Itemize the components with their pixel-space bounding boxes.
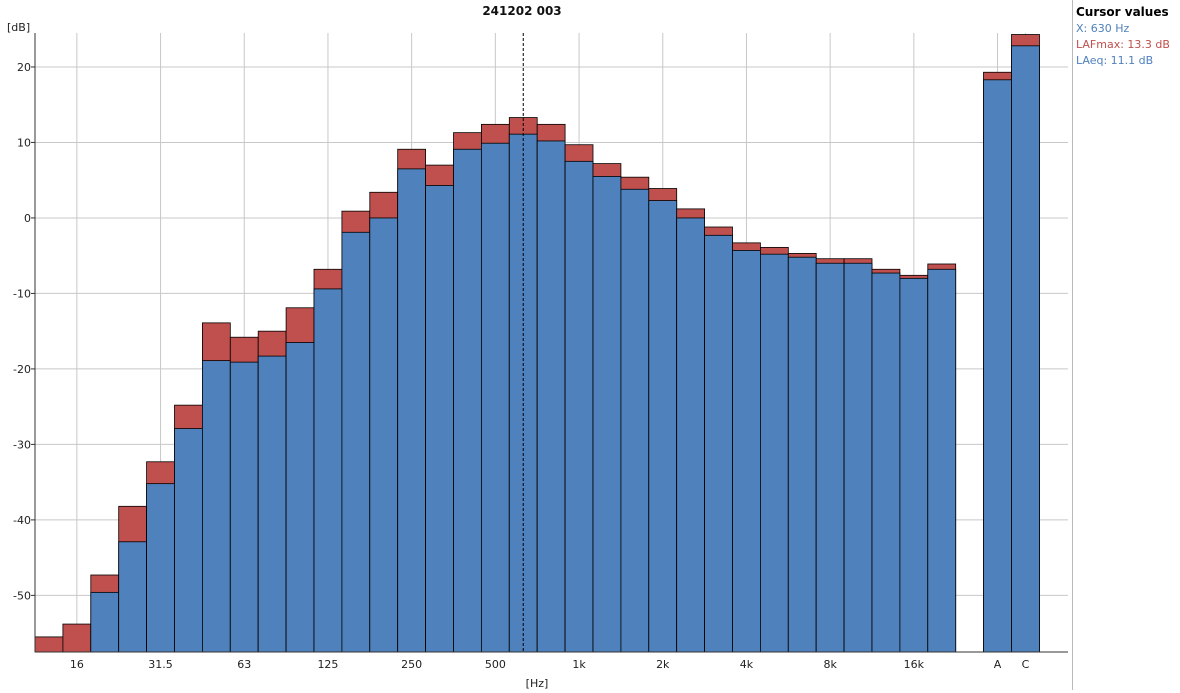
bar-laeq (815, 262, 845, 653)
cursor-values-title: Cursor values (1076, 5, 1169, 19)
bar-laeq (843, 262, 873, 653)
bar-laeq (536, 140, 566, 653)
y-tick-label: -30 (13, 438, 31, 451)
y-axis-label: [dB] (7, 21, 30, 34)
x-tick-label: 8k (823, 658, 837, 671)
x-tick-label: 16 (70, 658, 84, 671)
bar-laeq (257, 355, 287, 653)
bar-laeq (313, 288, 343, 653)
y-tick-label: 20 (17, 61, 31, 74)
bars (34, 34, 1040, 653)
x-tick-label: 125 (317, 658, 338, 671)
bar-laeq (201, 360, 231, 653)
x-tick-label: 63 (237, 658, 251, 671)
y-tick-label: -10 (13, 287, 31, 300)
y-tick-label: -40 (13, 514, 31, 527)
bar-laeq (927, 268, 957, 653)
bar-lafmax (62, 623, 92, 653)
tick-labels: 20 10 0 -10 -20 -30 -40 -50 16 31.5 63 125 250 500 1k 2… (13, 61, 1030, 671)
bar-laeq (480, 142, 510, 653)
cursor-laeq-value: LAeq: 11.1 dB (1076, 54, 1154, 67)
bar-laeq (620, 188, 650, 653)
bar-laeq (983, 79, 1012, 653)
bar-laeq (1011, 45, 1040, 653)
x-tick-label: 31.5 (148, 658, 173, 671)
x-tick-label: 4k (740, 658, 754, 671)
y-tick-label: 10 (17, 136, 31, 149)
bar-laeq (174, 428, 203, 653)
bar-laeq (732, 250, 761, 653)
x-tick-label: 2k (656, 658, 670, 671)
bar-laeq (285, 342, 315, 653)
bar-laeq (369, 217, 399, 653)
bar-laeq (118, 541, 147, 653)
bar-laeq (787, 256, 817, 653)
bar-laeq (397, 168, 427, 653)
cursor-lafmax-value: LAFmax: 13.3 dB (1076, 38, 1170, 51)
y-tick-label: -50 (13, 589, 31, 602)
chart-title: 241202 003 (482, 4, 561, 18)
y-tick-label: 0 (24, 212, 31, 225)
y-tick-label: -20 (13, 363, 31, 376)
bar-lafmax (34, 636, 64, 653)
x-tick-label: 16k (904, 658, 925, 671)
x-tick-label: A (994, 658, 1002, 671)
cursor-values-panel: Cursor values X: 630 Hz LAFmax: 13.3 dB … (1072, 0, 1180, 690)
x-tick-label: 500 (485, 658, 506, 671)
bar-laeq (229, 361, 259, 653)
bar-laeq (871, 272, 901, 653)
bar-laeq (90, 591, 120, 653)
bar-laeq (564, 160, 594, 653)
bar-laeq (146, 483, 175, 653)
bar-laeq (592, 176, 622, 653)
x-axis-label: [Hz] (526, 677, 549, 690)
x-tick-label: 250 (401, 658, 422, 671)
bar-laeq (453, 148, 482, 653)
bar-laeq (676, 217, 706, 653)
spectrum-chart[interactable]: 20 10 0 -10 -20 -30 -40 -50 16 31.5 63 125 250 500 1k 2… (0, 0, 1072, 693)
axes (31, 33, 1068, 653)
bar-laeq (648, 200, 678, 653)
bar-laeq (760, 253, 789, 653)
x-tick-label: C (1022, 658, 1030, 671)
bar-laeq (341, 231, 371, 653)
x-tick-label: 1k (572, 658, 586, 671)
bar-laeq (425, 185, 454, 653)
bar-laeq (899, 277, 929, 653)
bar-laeq (704, 234, 733, 653)
cursor-x-value: X: 630 Hz (1076, 22, 1130, 35)
